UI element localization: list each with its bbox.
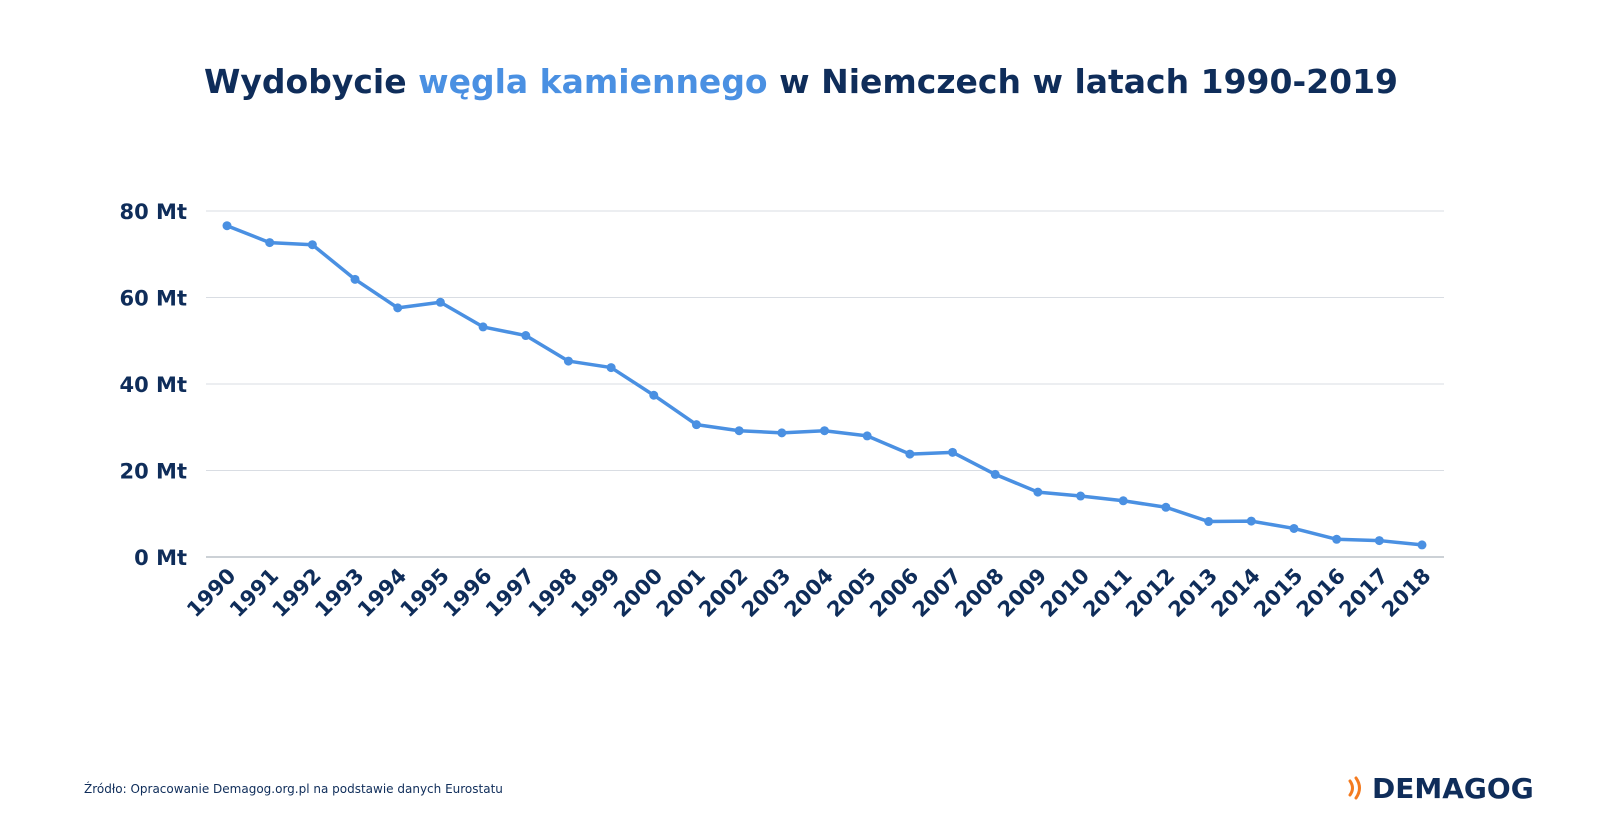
data-point xyxy=(734,426,744,436)
y-tick-label: 60 Mt xyxy=(120,287,187,311)
y-tick-label: 0 Mt xyxy=(134,546,187,570)
data-point xyxy=(905,449,915,459)
data-point xyxy=(521,331,531,341)
data-point xyxy=(1118,496,1128,506)
data-point xyxy=(1417,540,1427,550)
title-part-2: w Niemczech w latach 1990-2019 xyxy=(767,62,1398,101)
data-point xyxy=(393,303,403,313)
data-point xyxy=(307,240,317,250)
data-point xyxy=(435,297,445,307)
y-tick-label: 20 Mt xyxy=(120,460,187,484)
data-point xyxy=(1161,502,1171,512)
logo-text: DEMAGOG xyxy=(1372,771,1534,805)
series-line xyxy=(225,223,1424,547)
data-point xyxy=(606,363,616,373)
data-point xyxy=(1332,534,1342,544)
data-point xyxy=(1246,516,1256,526)
data-point xyxy=(1204,517,1214,527)
data-point xyxy=(350,274,360,284)
data-point xyxy=(563,356,573,366)
chart-title: Wydobycie węgla kamiennego w Niemczech w… xyxy=(0,62,1602,101)
data-point xyxy=(265,238,275,248)
data-point xyxy=(948,447,958,457)
data-point xyxy=(649,390,659,400)
title-accent: węgla kamiennego xyxy=(418,62,768,101)
data-point xyxy=(478,322,488,332)
data-point xyxy=(1076,491,1086,501)
y-tick-label: 80 Mt xyxy=(120,200,187,224)
data-point xyxy=(1033,487,1043,497)
data-point xyxy=(777,428,787,438)
data-point xyxy=(222,221,232,231)
x-tick-label: 2018 xyxy=(1377,564,1435,622)
y-tick-label: 40 Mt xyxy=(120,373,187,397)
demagog-logo: DEMAGOG xyxy=(1346,770,1534,806)
data-point xyxy=(691,420,701,430)
data-point xyxy=(820,426,829,436)
title-part-1: Wydobycie xyxy=(204,62,419,101)
data-point xyxy=(862,431,872,441)
source-note: Źródło: Opracowanie Demagog.org.pl na po… xyxy=(84,782,503,796)
sound-waves-icon xyxy=(1348,776,1361,800)
data-point xyxy=(1289,523,1299,533)
data-point xyxy=(1374,536,1384,546)
data-point xyxy=(990,469,1000,479)
